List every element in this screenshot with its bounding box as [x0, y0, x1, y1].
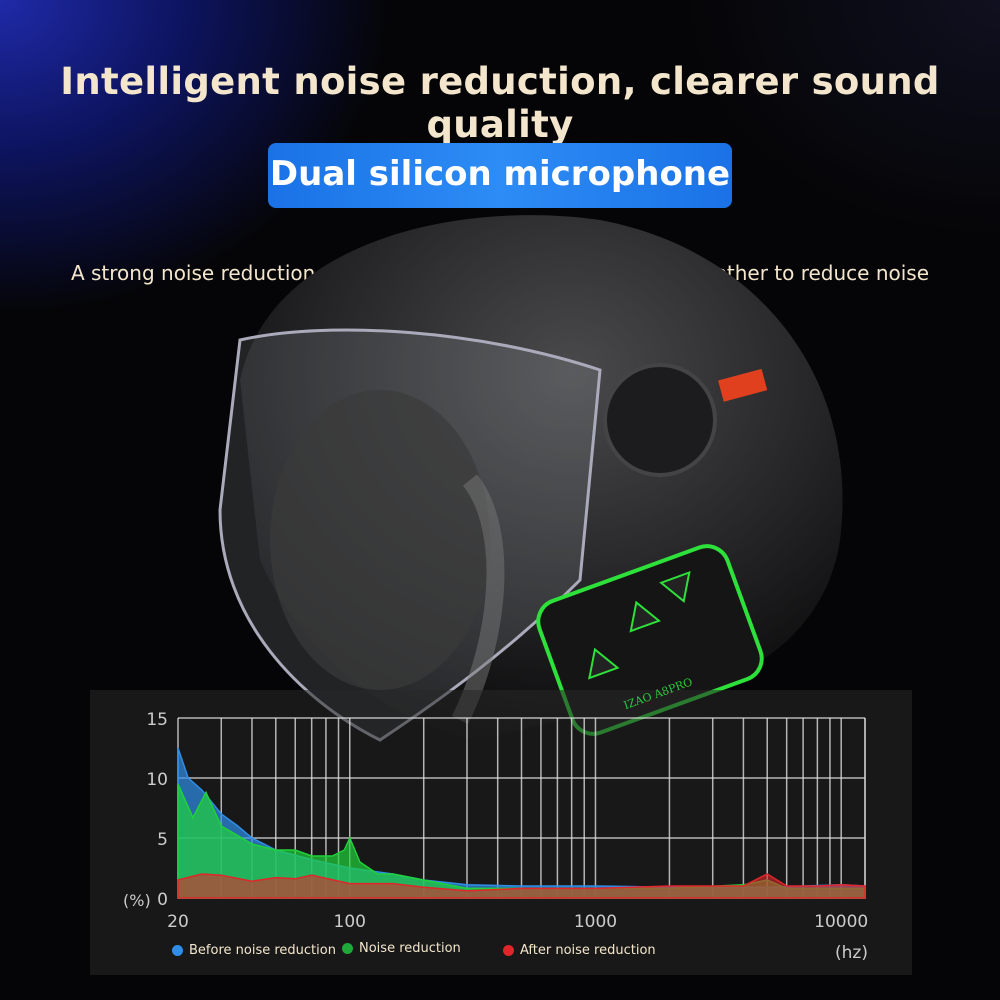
- legend-after: After noise reduction: [503, 943, 656, 958]
- legend-dot-icon: [503, 945, 514, 956]
- y-tick-label: 15: [146, 710, 168, 730]
- feature-badge: Dual silicon microphone: [268, 143, 732, 208]
- legend-label: Noise reduction: [359, 941, 461, 956]
- legend-label: Before noise reduction: [189, 943, 336, 958]
- x-tick-label: 100: [334, 912, 366, 932]
- legend-label: After noise reduction: [520, 943, 656, 958]
- legend-noise-reduction: Noise reduction: [342, 941, 461, 956]
- y-axis-unit: (%): [123, 891, 151, 910]
- legend-before: Before noise reduction: [172, 943, 336, 958]
- headline: Intelligent noise reduction, clearer sou…: [60, 60, 940, 146]
- helmet-product-image: [218, 215, 843, 742]
- y-tick-label: 0: [157, 890, 168, 910]
- legend-dot-icon: [172, 945, 183, 956]
- x-tick-label: 10000: [814, 912, 868, 932]
- x-axis-unit: (hz): [835, 943, 868, 963]
- x-tick-label: 20: [167, 912, 189, 932]
- intercom-device: [536, 544, 764, 736]
- y-tick-label: 10: [146, 770, 168, 790]
- y-tick-label: 5: [157, 830, 168, 850]
- legend-dot-icon: [342, 943, 353, 954]
- x-tick-label: 1000: [574, 912, 617, 932]
- series-area-3: [177, 873, 866, 899]
